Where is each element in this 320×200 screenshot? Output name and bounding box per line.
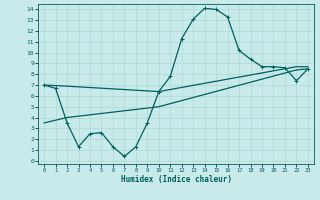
X-axis label: Humidex (Indice chaleur): Humidex (Indice chaleur)	[121, 175, 231, 184]
